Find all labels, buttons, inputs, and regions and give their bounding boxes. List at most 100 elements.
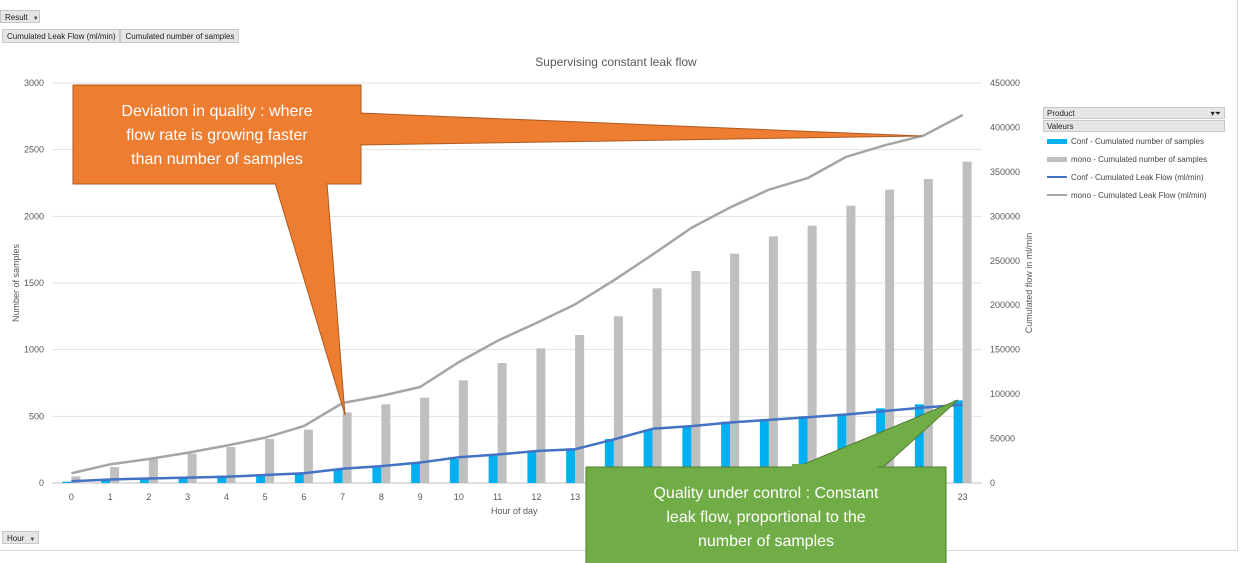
callout-deviation-text: Deviation in quality : where flow rate is… [121,103,312,168]
y-tick-label: 3000 [24,78,44,88]
legend-subheader-label: Valeurs [1047,122,1074,131]
x-tick-label: 1 [108,492,113,502]
bar-series [62,161,972,483]
bar [139,478,149,483]
hour-filter-button[interactable]: Hour ▼ [2,531,39,544]
legend-header[interactable]: Product ▾⏷ [1043,107,1225,119]
callout-deviation-pointer-right [359,112,923,146]
legend-item[interactable]: mono - Cumulated number of samples [1043,150,1225,168]
values-field-bar: Cumulated Leak Flow (ml/min) Cumulated n… [2,29,240,43]
bar [604,439,614,483]
legend: Product ▾⏷ Valeurs Conf - Cumulated numb… [1043,107,1225,204]
field-button-samples[interactable]: Cumulated number of samples [120,29,240,43]
x-tick-label: 0 [69,492,74,502]
bar [101,479,111,483]
result-filter-button[interactable]: Result ▼ [0,10,40,23]
x-tick-label: 8 [379,492,384,502]
bar [643,429,653,483]
bar [497,363,507,483]
y2-tick-label: 400000 [990,122,1020,132]
y2-tick-label: 350000 [990,167,1020,177]
x-tick-label: 5 [263,492,268,502]
bar [342,412,352,483]
legend-items: Conf - Cumulated number of samples mono -… [1043,132,1225,204]
x-tick-label: 7 [340,492,345,502]
bar [294,473,304,483]
bar [759,419,769,483]
legend-item-label: mono - Cumulated Leak Flow (ml/min) [1071,190,1207,200]
filter-icon[interactable]: ▾⏷ [1210,109,1221,118]
y2-tick-label: 250000 [990,256,1020,266]
bar [71,476,81,483]
callout-deviation-joint [356,114,363,144]
bar [458,380,468,483]
dropdown-arrow-icon: ▼ [29,537,36,543]
bar [691,271,701,483]
dropdown-arrow-icon: ▼ [32,16,39,22]
callout-control-box [585,466,947,563]
legend-subheader: Valeurs [1043,120,1225,132]
bar [217,475,227,483]
bar [923,179,933,483]
bar [226,447,236,483]
y-tick-label: 2500 [24,145,44,155]
bar [110,467,120,483]
bar [333,469,343,483]
legend-swatch [1047,138,1067,144]
legend-swatch [1047,194,1067,196]
bar [846,205,856,483]
bar [807,225,817,483]
x-tick-label: 23 [958,492,968,502]
bar [536,348,546,483]
bar [148,459,158,483]
legend-item-label: Conf - Cumulated number of samples [1071,136,1204,146]
bar [178,477,188,483]
hour-filter-label: Hour [7,534,25,543]
callout-deviation-pointer-down [274,182,346,416]
x-tick-label: 10 [454,492,464,502]
bar [527,451,537,483]
bar [256,474,266,483]
bar [372,467,382,483]
legend-item[interactable]: Conf - Cumulated Leak Flow (ml/min) [1043,168,1225,186]
y-tick-label: 1500 [24,278,44,288]
bar [682,425,692,483]
bar [265,439,275,483]
bar [613,316,623,483]
bar [575,335,585,483]
legend-swatch [1047,156,1067,162]
chart-title: Supervising constant leak flow [535,55,697,69]
x-tick-label: 3 [185,492,190,502]
callout-control-text: Quality under control : Constant leak flo… [653,485,879,550]
legend-item[interactable]: Conf - Cumulated number of samples [1043,132,1225,150]
bar [953,400,963,483]
bar [652,288,662,483]
bar [730,253,740,483]
y2-axis-label: Cumulated flow in ml/min [1024,233,1034,334]
legend-item[interactable]: mono - Cumulated Leak Flow (ml/min) [1043,186,1225,204]
y2-tick-label: 150000 [990,345,1020,355]
line-series [71,113,964,483]
field-button-leak-flow[interactable]: Cumulated Leak Flow (ml/min) [2,29,121,43]
y-tick-label: 2000 [24,211,44,221]
y-tick-label: 500 [29,411,44,421]
x-tick-label: 11 [493,492,502,502]
bar [187,453,197,483]
bar [303,429,313,483]
legend-swatch [1047,176,1067,178]
bar [488,455,498,483]
y2-tick-label: 450000 [990,78,1020,88]
bar [62,481,72,483]
y2-tick-label: 0 [990,478,995,488]
y2-tick-label: 50000 [990,434,1015,444]
y2-tick-label: 100000 [990,389,1020,399]
bar [962,161,972,483]
callout-deviation-joint [276,179,326,185]
callout-control-joint [792,464,878,471]
bar [420,397,430,483]
result-filter-label: Result [5,13,28,22]
x-tick-label: 9 [418,492,423,502]
x-tick-label: 12 [531,492,541,502]
x-tick-label: 2 [146,492,151,502]
